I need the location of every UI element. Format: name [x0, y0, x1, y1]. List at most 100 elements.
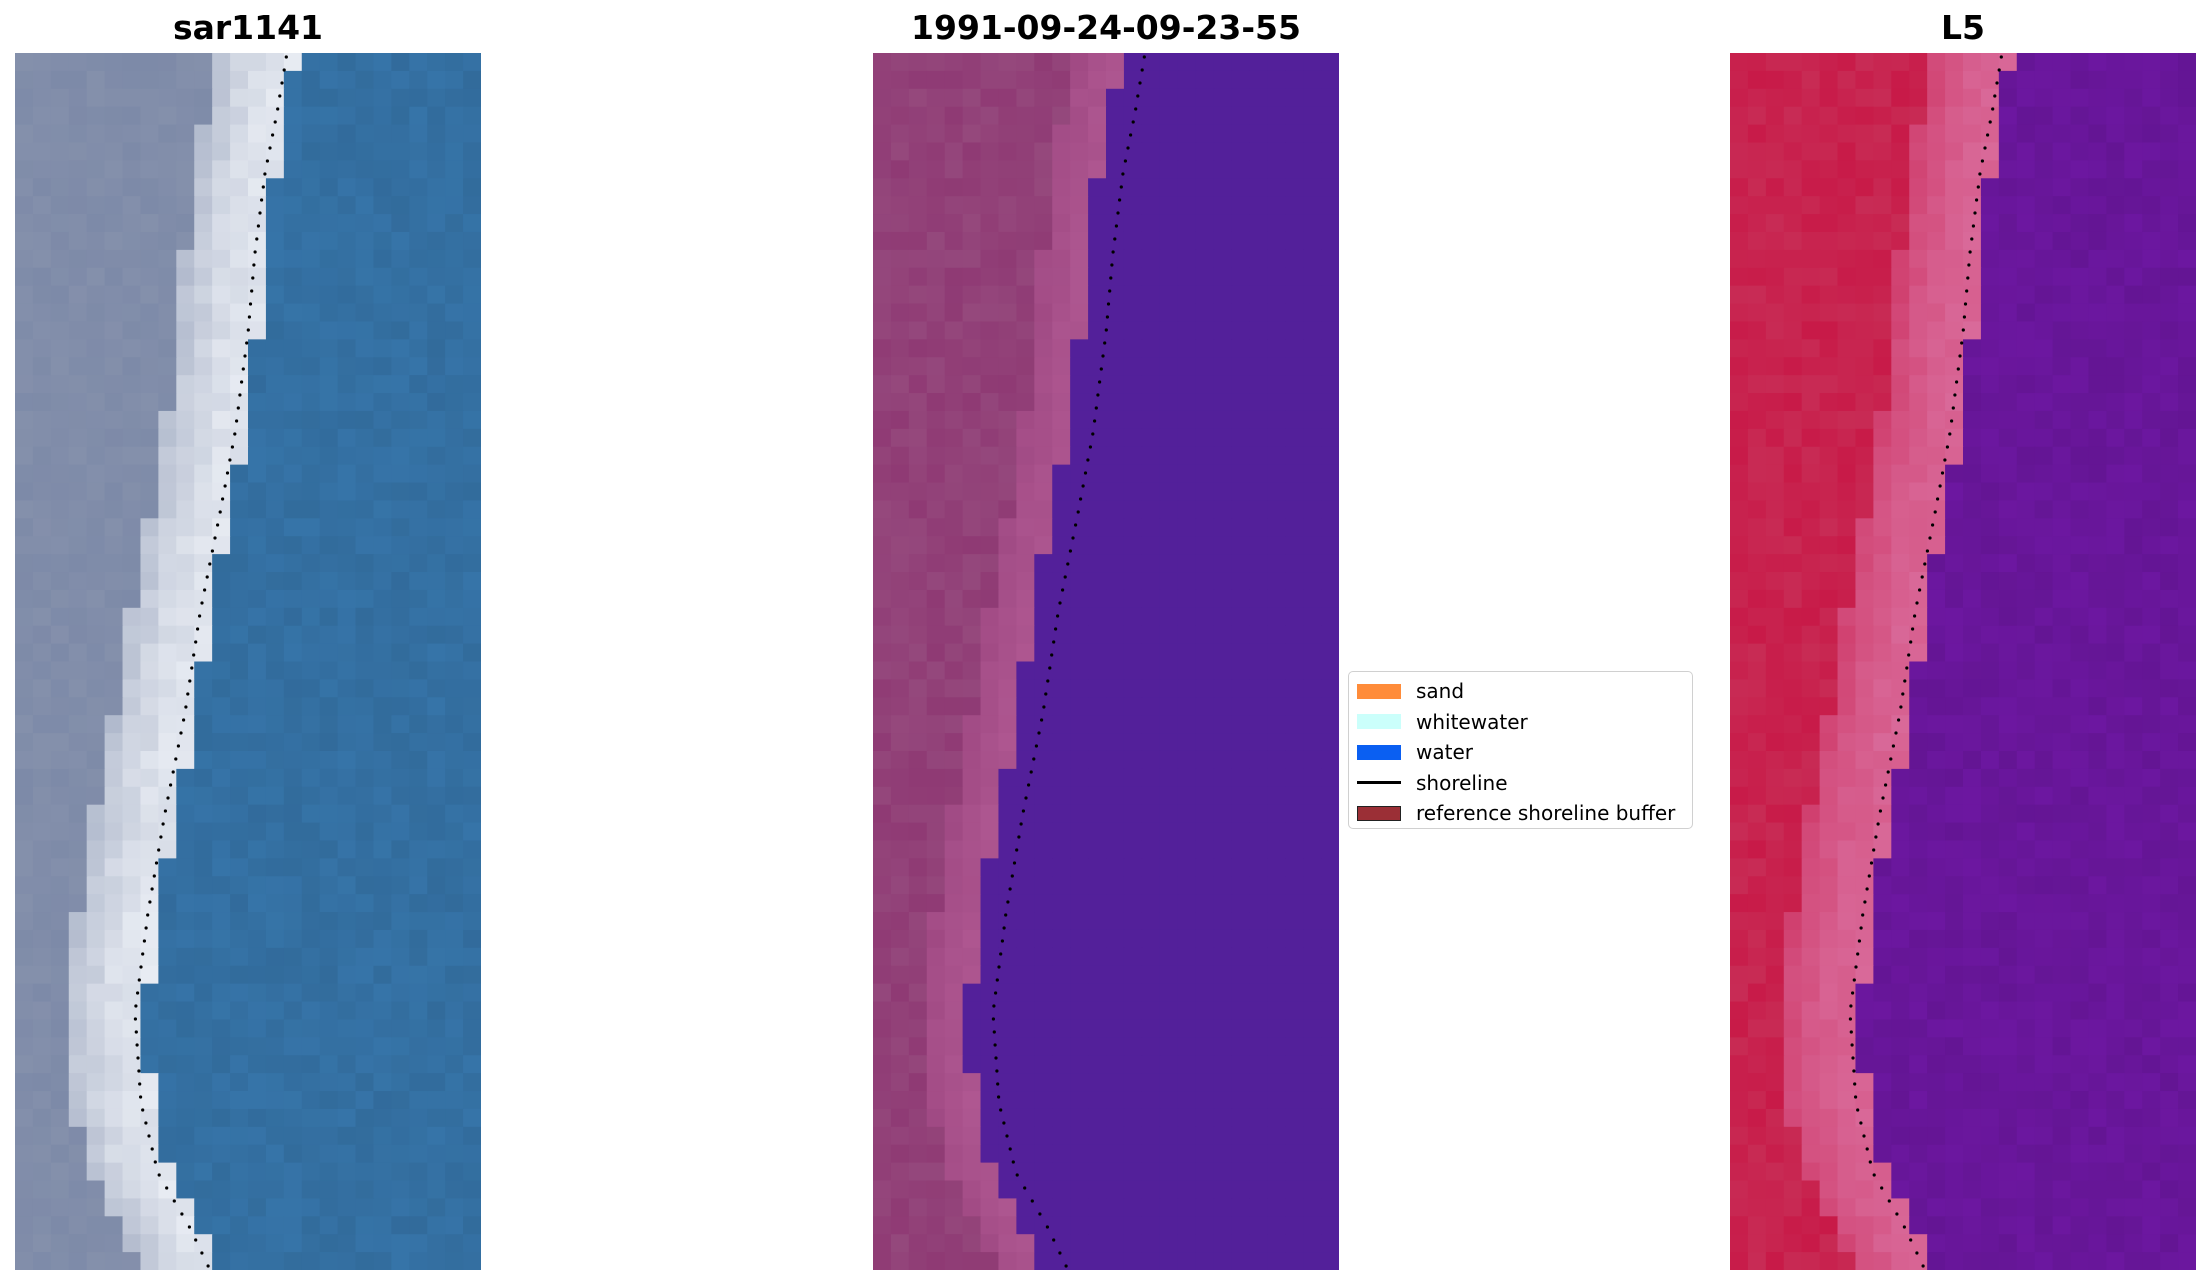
pixel-cell — [2070, 589, 2090, 609]
shoreline-point — [236, 406, 240, 410]
pixel-cell — [355, 947, 375, 967]
pixel-cell — [926, 733, 946, 752]
pixel-cell — [1285, 500, 1304, 519]
pixel-cell — [319, 786, 339, 806]
pixel-cell — [373, 768, 392, 788]
pixel-cell — [1249, 1162, 1268, 1182]
pixel-cell — [1765, 375, 1785, 394]
pixel-cell — [1303, 1108, 1322, 1128]
pixel-cell — [212, 88, 231, 108]
pixel-cell — [998, 858, 1017, 877]
pixel-cell — [409, 500, 428, 519]
pixel-cell — [1249, 661, 1268, 680]
pixel-cell — [1231, 1216, 1250, 1235]
pixel-cell — [2016, 554, 2036, 573]
pixel-cell — [1303, 1091, 1322, 1110]
pixel-cell — [1855, 267, 1874, 287]
pixel-cell — [373, 1252, 392, 1270]
pixel-cell — [15, 160, 34, 179]
pixel-cell — [445, 929, 464, 949]
pixel-cell — [926, 929, 946, 949]
pixel-cell — [1177, 1252, 1197, 1270]
pixel-cell — [194, 1216, 213, 1235]
pixel-cell — [1016, 822, 1035, 842]
pixel-cell — [1998, 231, 2018, 251]
pixel-cell — [1052, 106, 1071, 126]
pixel-cell — [980, 733, 1000, 752]
pixel-cell — [873, 178, 892, 197]
pixel-cell — [1321, 446, 1339, 466]
pixel-cell — [998, 768, 1017, 788]
pixel-cell — [337, 1091, 357, 1110]
pixel-cell — [1945, 196, 1964, 215]
pixel-cell — [1034, 196, 1053, 215]
pixel-cell — [1730, 786, 1749, 806]
pixel-cell — [980, 446, 1000, 466]
pixel-cell — [962, 983, 982, 1003]
pixel-cell — [1783, 339, 1803, 358]
pixel-cell — [1980, 321, 2000, 340]
pixel-cell — [1231, 1162, 1250, 1182]
pixel-cell — [355, 267, 375, 287]
pixel-cell — [463, 446, 481, 466]
pixel-cell — [337, 589, 357, 609]
pixel-cell — [86, 715, 106, 734]
pixel-cell — [373, 750, 392, 770]
pixel-cell — [104, 894, 124, 913]
pixel-cell — [1177, 1055, 1197, 1074]
pixel-cell — [1141, 267, 1161, 287]
pixel-cell — [158, 894, 177, 913]
pixel-cell — [373, 464, 392, 484]
pixel-cell — [355, 482, 375, 502]
pixel-cell — [1123, 1162, 1143, 1182]
shoreline-point — [1118, 198, 1122, 202]
pixel-cell — [2142, 214, 2161, 233]
pixel-cell — [1123, 536, 1143, 555]
pixel-cell — [1747, 53, 1767, 72]
pixel-cell — [2160, 607, 2179, 627]
pixel-cell — [140, 1234, 159, 1253]
pixel-cell — [319, 697, 339, 716]
pixel-cell — [1070, 196, 1089, 215]
pixel-cell — [1980, 894, 2000, 913]
pixel-cell — [1231, 53, 1250, 72]
pixel-cell — [1873, 500, 1892, 519]
pixel-cell — [1177, 446, 1197, 466]
pixel-cell — [1765, 572, 1785, 591]
pixel-cell — [890, 249, 910, 269]
pixel-cell — [248, 357, 267, 376]
pixel-cell — [373, 339, 392, 358]
pixel-cell — [926, 1108, 946, 1128]
pixel-cell — [873, 88, 892, 108]
pixel-cell — [409, 1216, 428, 1235]
pixel-cell — [319, 464, 339, 484]
pixel-cell — [445, 231, 464, 251]
pixel-cell — [319, 876, 339, 895]
pixel-cell — [1998, 124, 2018, 144]
pixel-cell — [301, 715, 321, 734]
pixel-cell — [1267, 303, 1286, 323]
pixel-cell — [2088, 106, 2107, 126]
pixel-cell — [944, 500, 964, 519]
pixel-cell — [1321, 500, 1339, 519]
pixel-cell — [1052, 214, 1071, 233]
pixel-cell — [962, 840, 982, 859]
pixel-cell — [2178, 876, 2196, 895]
pixel-cell — [1891, 53, 1910, 72]
pixel-cell — [2142, 410, 2161, 430]
pixel-cell — [1159, 840, 1179, 859]
shoreline-point — [240, 380, 244, 384]
pixel-cell — [1909, 88, 1928, 108]
pixel-cell — [1819, 196, 1839, 215]
pixel-cell — [1747, 214, 1767, 233]
pixel-cell — [1088, 858, 1107, 877]
pixel-cell — [998, 303, 1017, 323]
pixel-cell — [194, 1234, 213, 1253]
pixel-cell — [2106, 768, 2125, 788]
pixel-cell — [998, 607, 1017, 627]
pixel-cell — [15, 715, 34, 734]
pixel-cell — [140, 1252, 159, 1270]
pixel-cell — [980, 858, 1000, 877]
pixel-cell — [212, 1037, 231, 1056]
pixel-cell — [1783, 768, 1803, 788]
